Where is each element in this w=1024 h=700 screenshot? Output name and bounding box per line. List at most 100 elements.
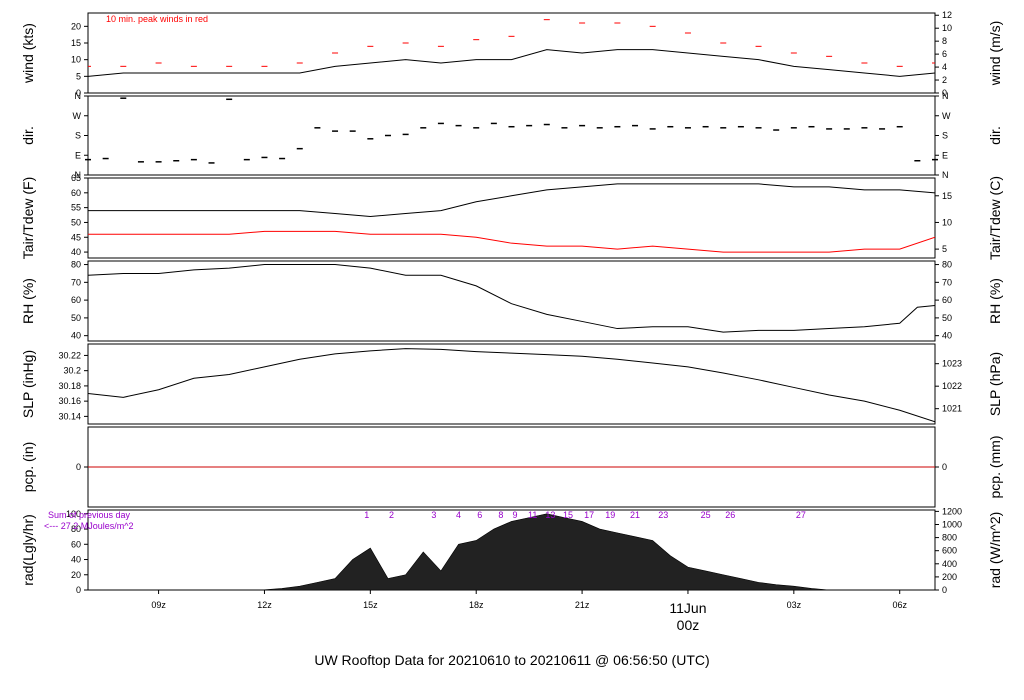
rad-index-label: 4 (456, 510, 461, 520)
rad-ytick-right-label: 0 (942, 585, 947, 595)
pcp-ylabel-left: pcp. (in) (20, 442, 36, 493)
slp-frame (87, 343, 936, 425)
slp-ytick-left-label: 30.16 (58, 396, 81, 406)
rad-ylabel-left: rad(Lgly/hr) (20, 514, 36, 586)
wind-ylabel-right: wind (m/s) (987, 21, 1003, 87)
rad-index-label: 11 (528, 510, 537, 520)
temp-ytick-left-label: 40 (71, 247, 81, 257)
wind-ytick-left-label: 5 (76, 71, 81, 81)
rad-index-label: 25 (701, 510, 711, 520)
wind-ytick-left-label: 15 (71, 38, 81, 48)
rad-ytick-left-label: 80 (71, 524, 81, 534)
date-sub-label: 00z (677, 617, 700, 633)
dir-ytick-right-label: W (942, 111, 951, 121)
rad-ytick-left-label: 40 (71, 555, 81, 565)
dir-ytick-left-label: N (75, 170, 82, 180)
rad-index-label: 8 (498, 510, 503, 520)
rad-ytick-left-label: 20 (71, 570, 81, 580)
wind-ytick-left-label: 20 (71, 21, 81, 31)
time-tick-label: 06z (892, 600, 907, 610)
slp-ytick-left-label: 30.22 (58, 350, 81, 360)
temp-ytick-right-label: 10 (942, 217, 952, 227)
dir-ytick-left-label: S (75, 131, 81, 141)
rad-index-label: 9 (513, 510, 518, 520)
rh-frame (87, 260, 936, 342)
dir-frame (87, 95, 936, 176)
rad-index-label: 23 (658, 510, 668, 520)
rad-index-label: 3 (431, 510, 436, 520)
rad-index-label: 6 (477, 510, 482, 520)
dir-ytick-right-label: N (942, 91, 949, 101)
temp-ytick-right-label: 5 (942, 244, 947, 254)
rad-ylabel-right: rad (W/m^2) (987, 512, 1003, 589)
pcp-ytick-left-label: 0 (76, 462, 81, 472)
rad-ytick-right-label: 200 (942, 572, 957, 582)
slp-ylabel-right: SLP (hPa) (987, 352, 1003, 416)
slp-ytick-right-label: 1023 (942, 359, 962, 369)
rad-index-label: 13 (545, 510, 555, 520)
temp-frame (87, 177, 936, 259)
dir-ylabel-left: dir. (20, 126, 36, 145)
wind-ytick-right-label: 4 (942, 62, 947, 72)
dir-ytick-left-label: W (73, 111, 82, 121)
dir-ylabel-right: dir. (987, 126, 1003, 145)
temp-ytick-left-label: 60 (71, 188, 81, 198)
pcp-ytick-right-label: 0 (942, 462, 947, 472)
wind-ytick-right-label: 10 (942, 23, 952, 33)
wind-ytick-right-label: 12 (942, 10, 952, 20)
temp-ytick-right-label: 15 (942, 191, 952, 201)
pcp-ylabel-right: pcp. (mm) (987, 436, 1003, 499)
rh-ylabel-right: RH (%) (987, 278, 1003, 324)
rh-ytick-right-label: 80 (942, 260, 952, 270)
rad-sum-line2: <--- 27.2 MJoules/m^2 (44, 521, 134, 531)
rad-index-label: 21 (630, 510, 640, 520)
rad-ytick-left-label: 0 (76, 585, 81, 595)
time-tick-label: 03z (787, 600, 802, 610)
slp-ytick-left-label: 30.14 (58, 411, 81, 421)
rad-ytick-right-label: 1200 (942, 506, 962, 516)
wind-ytick-right-label: 6 (942, 49, 947, 59)
temp-ytick-left-label: 65 (71, 173, 81, 183)
wind-ylabel-left: wind (kts) (20, 23, 36, 84)
temp-series-line (88, 183, 935, 218)
rh-ytick-left-label: 70 (71, 277, 81, 287)
wind-ytick-left-label: 0 (76, 88, 81, 98)
rh-ytick-left-label: 40 (71, 331, 81, 341)
rad-ytick-right-label: 400 (942, 559, 957, 569)
slp-ytick-left-label: 30.2 (63, 366, 81, 376)
rh-ytick-left-label: 80 (71, 260, 81, 270)
wind-peak-annotation: 10 min. peak winds in red (106, 14, 208, 24)
temp-series-line (88, 230, 935, 253)
wind-ytick-right-label: 8 (942, 36, 947, 46)
rad-ytick-right-label: 1000 (942, 519, 962, 529)
time-tick-label: 21z (575, 600, 590, 610)
dir-ytick-right-label: E (942, 150, 948, 160)
rh-ylabel-left: RH (%) (20, 278, 36, 324)
wind-ytick-left-label: 10 (71, 55, 81, 65)
wind-series-line (88, 49, 935, 77)
date-label: 11Jun (669, 600, 706, 616)
temp-ylabel-right: Tair/Tdew (C) (987, 176, 1003, 260)
slp-ylabel-left: SLP (inHg) (20, 350, 36, 418)
rh-series-line (88, 264, 935, 333)
time-tick-label: 15z (363, 600, 378, 610)
rad-index-label: 27 (796, 510, 806, 520)
rh-ytick-right-label: 50 (942, 313, 952, 323)
rh-ytick-right-label: 70 (942, 277, 952, 287)
rh-ytick-right-label: 60 (942, 295, 952, 305)
dir-ytick-right-label: S (942, 131, 948, 141)
temp-ytick-left-label: 50 (71, 217, 81, 227)
rad-index-label: 15 (563, 510, 573, 520)
wind-ytick-right-label: 0 (942, 88, 947, 98)
rad-index-label: 2 (389, 510, 394, 520)
wind-frame (87, 12, 936, 94)
rad-index-label: 26 (725, 510, 735, 520)
rad-ytick-right-label: 600 (942, 546, 957, 556)
rad-ytick-right-label: 800 (942, 533, 957, 543)
rh-ytick-left-label: 60 (71, 295, 81, 305)
rad-sum-line1: Sum of previous day (48, 510, 131, 520)
temp-ylabel-left: Tair/Tdew (F) (20, 177, 36, 259)
rad-ytick-left-label: 60 (71, 539, 81, 549)
